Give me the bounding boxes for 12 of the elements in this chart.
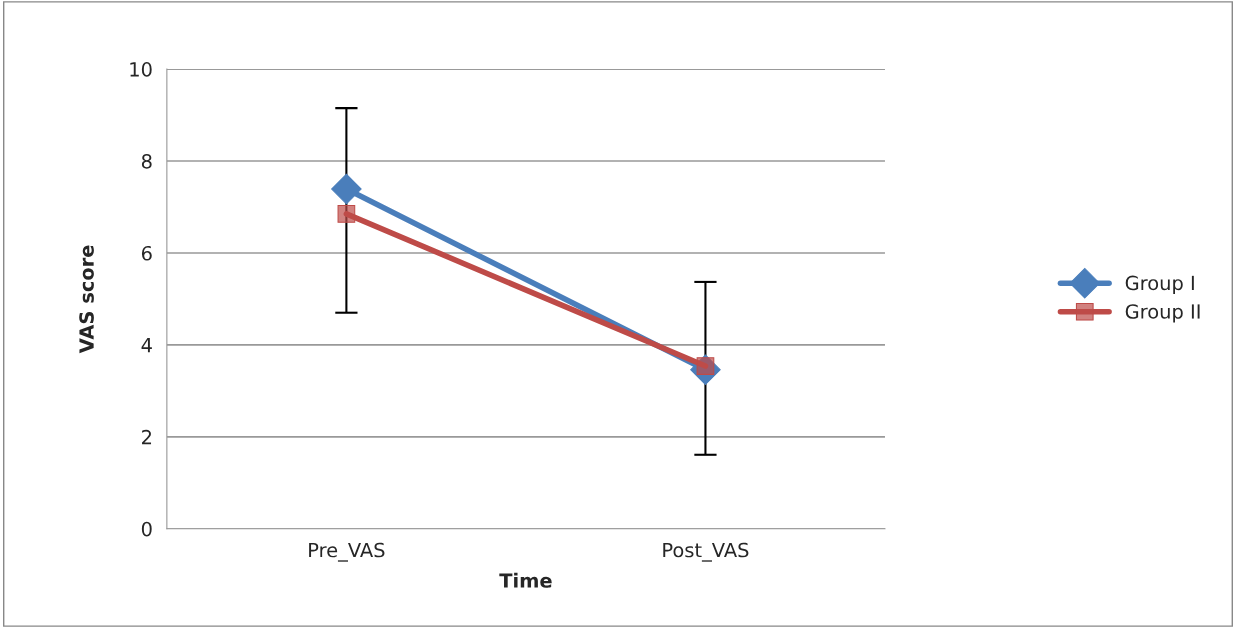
legend-label: Group I [1125,275,1194,295]
y-tick-label: 4 [141,338,152,353]
x-axis-title: Time [499,572,552,588]
legend-label: Group II [1125,304,1200,323]
y-tick-label: 2 [142,429,152,445]
y-axis-title: VAS score [79,245,94,354]
y-tick-label: 10 [130,62,152,77]
y-tick-label: 8 [141,153,152,169]
x-tick-label: Post_VAS [663,542,749,562]
y-tick-label: 0 [141,521,152,537]
y-tick-label: 6 [141,245,152,261]
x-tick-label: Pre_VAS [309,542,385,562]
